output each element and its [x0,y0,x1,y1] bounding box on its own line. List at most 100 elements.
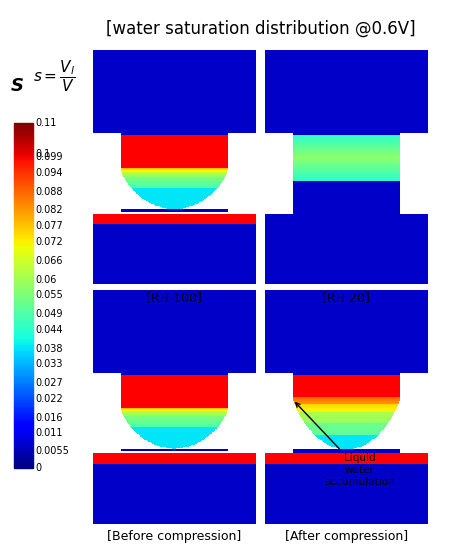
Polygon shape [166,208,183,209]
Polygon shape [93,290,256,373]
Polygon shape [293,163,400,164]
Polygon shape [293,162,400,163]
Polygon shape [293,149,400,150]
Bar [14,292,33,294]
Bar [14,349,33,350]
Polygon shape [306,424,387,425]
Polygon shape [166,447,183,448]
Text: 0.077: 0.077 [35,221,63,231]
Bar [14,150,33,152]
Bar [14,451,33,452]
Polygon shape [145,199,204,200]
Bar [14,311,33,312]
Polygon shape [122,174,226,175]
Polygon shape [293,165,400,166]
Text: [water saturation distribution @0.6V]: [water saturation distribution @0.6V] [106,19,415,37]
Bar [14,399,33,400]
Polygon shape [265,50,428,133]
Bar [14,437,33,438]
Text: 0.094: 0.094 [35,168,63,178]
Polygon shape [265,290,428,373]
Polygon shape [296,406,397,407]
Bar [14,457,33,459]
Polygon shape [339,448,353,449]
Polygon shape [400,373,428,453]
Polygon shape [162,207,186,208]
Polygon shape [326,443,367,444]
Polygon shape [293,166,400,167]
Polygon shape [122,173,226,174]
Bar [14,333,33,335]
Bar [14,173,33,174]
Bar [14,395,33,397]
Polygon shape [293,173,400,174]
Bar [14,214,33,216]
Bar [14,347,33,349]
Polygon shape [151,442,198,443]
Bar [14,216,33,217]
Polygon shape [293,135,400,136]
Bar [14,261,33,262]
Bar [14,155,33,157]
Polygon shape [296,408,397,409]
Text: 0.088: 0.088 [35,187,63,197]
Polygon shape [124,416,225,417]
Bar [14,207,33,209]
Bar [14,371,33,373]
Polygon shape [293,171,400,172]
Bar [14,256,33,257]
Text: [RH 100]: [RH 100] [146,291,202,304]
Polygon shape [121,133,228,135]
Bar [14,355,33,358]
Bar [14,325,33,326]
Bar [14,178,33,179]
Bar [14,394,33,395]
Bar [14,416,33,418]
Polygon shape [121,408,228,409]
Polygon shape [293,174,400,175]
Bar [14,331,33,333]
Bar [14,136,33,138]
Polygon shape [293,180,400,181]
Bar [14,273,33,275]
Polygon shape [137,433,212,434]
Bar [14,126,33,128]
Bar [14,446,33,447]
Bar [14,280,33,281]
Bar [14,442,33,444]
Bar [14,430,33,432]
Polygon shape [158,445,191,446]
Polygon shape [293,133,400,135]
Bar [14,336,33,338]
Polygon shape [293,151,400,152]
Polygon shape [142,437,206,438]
Polygon shape [131,187,218,188]
Polygon shape [265,373,293,453]
Polygon shape [299,414,393,415]
Polygon shape [293,397,400,398]
Bar [14,224,33,226]
Text: 0.082: 0.082 [35,206,63,216]
Polygon shape [293,139,400,140]
Bar [14,281,33,283]
Bar [14,128,33,129]
Polygon shape [121,168,228,169]
Text: [Before compression]: [Before compression] [107,530,241,543]
Polygon shape [303,421,390,422]
Polygon shape [294,403,399,404]
Bar [14,432,33,433]
Bar [14,131,33,133]
Text: 0.06: 0.06 [35,275,57,285]
Polygon shape [293,155,400,156]
Bar [14,312,33,314]
Bar [14,366,33,368]
Bar [14,171,33,173]
Bar [14,133,33,135]
Bar [14,466,33,468]
Polygon shape [305,423,388,424]
Polygon shape [298,411,395,412]
Bar [14,143,33,145]
Bar [14,145,33,146]
Polygon shape [125,179,224,180]
Bar [14,433,33,435]
